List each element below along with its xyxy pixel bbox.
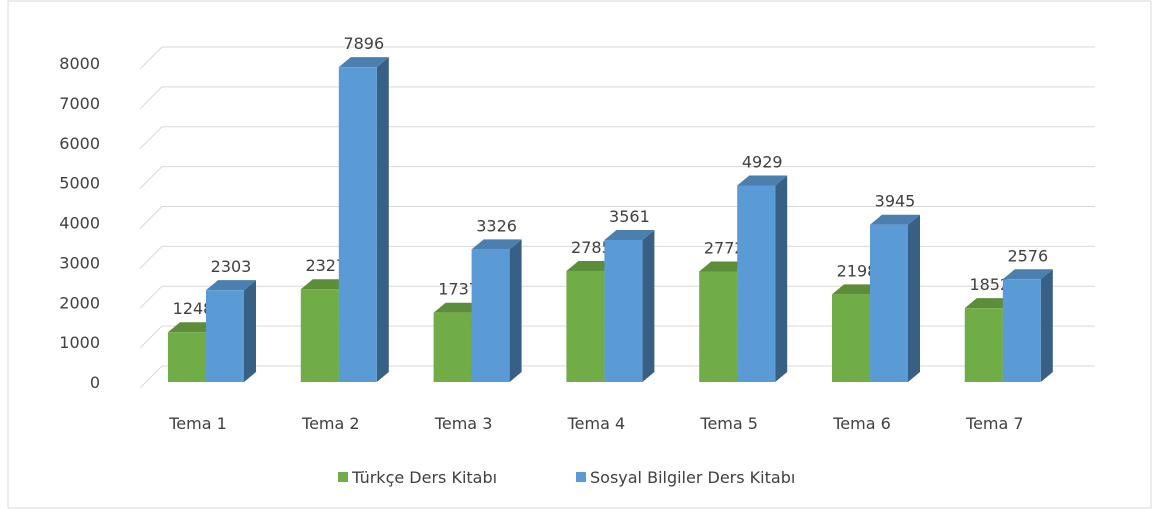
- x-tick-label: Tema 4: [567, 414, 626, 433]
- bar: [300, 289, 339, 382]
- bar-top: [870, 214, 920, 225]
- x-tick-label: Tema 2: [301, 414, 360, 433]
- bar: [870, 224, 908, 382]
- bar: [1002, 279, 1041, 382]
- y-tick-label: 2000: [59, 293, 100, 312]
- bar-top: [433, 302, 484, 313]
- y-tick-label: 3000: [59, 253, 100, 272]
- y-tick-label: 0: [90, 373, 100, 392]
- bar: [338, 67, 377, 382]
- bar: [206, 290, 244, 382]
- bar-side: [1040, 269, 1053, 382]
- bar-top: [471, 239, 522, 250]
- x-tick-label: Tema 6: [832, 414, 891, 433]
- bar-top: [566, 260, 617, 271]
- data-label: 4929: [742, 152, 783, 171]
- bar-top: [604, 230, 655, 241]
- grid-line: [139, 126, 1095, 150]
- bar-top: [1002, 269, 1053, 280]
- bar-side: [642, 230, 655, 382]
- bar-top: [699, 261, 750, 272]
- y-tick-label: 4000: [59, 214, 100, 233]
- data-label: 3561: [609, 207, 650, 226]
- bar: [566, 270, 605, 382]
- bar: [433, 312, 472, 382]
- data-label: 2772: [704, 238, 745, 257]
- data-label: 2303: [211, 257, 252, 276]
- legend-swatch: [576, 472, 586, 482]
- data-label: 1852: [969, 275, 1010, 294]
- bar-top: [168, 322, 218, 333]
- data-label: 1248: [173, 299, 214, 318]
- bar-side: [244, 280, 256, 382]
- bar: [471, 249, 510, 382]
- data-label: 2576: [1007, 246, 1048, 265]
- bar: [604, 240, 643, 382]
- y-tick-label: 7000: [59, 94, 100, 113]
- x-tick-label: Tema 5: [699, 414, 758, 433]
- bar-top: [737, 175, 788, 186]
- x-tick-label: Tema 7: [965, 414, 1024, 433]
- data-label: 2327: [305, 256, 346, 275]
- bar: [964, 308, 1003, 382]
- x-tick-label: Tema 1: [168, 414, 227, 433]
- bar-top: [832, 284, 882, 295]
- bar: [699, 271, 738, 382]
- grid-line: [139, 46, 1095, 70]
- legend-label: Türkçe Ders Kitabı: [351, 468, 497, 487]
- bar-top: [338, 57, 389, 68]
- bar-side: [775, 175, 788, 382]
- grid-line: [139, 86, 1095, 110]
- legend-label: Sosyal Bilgiler Ders Kitabı: [590, 468, 795, 487]
- chart-border: [7, 0, 1152, 509]
- grid-line: [139, 166, 1095, 189]
- legend-swatch: [338, 472, 348, 482]
- bar-side: [908, 214, 920, 382]
- y-tick-label: 6000: [59, 134, 100, 153]
- bar-side: [509, 239, 522, 382]
- bar-top: [300, 279, 351, 290]
- data-label: 1737: [438, 280, 479, 299]
- y-tick-label: 8000: [59, 54, 100, 73]
- data-label: 3945: [875, 192, 916, 211]
- x-tick-label: Tema 3: [434, 414, 493, 433]
- bar-top: [206, 280, 256, 291]
- data-label: 2198: [837, 261, 878, 280]
- y-tick-label: 1000: [59, 333, 100, 352]
- bar: [168, 332, 206, 382]
- bar-top: [964, 298, 1015, 309]
- bar-side: [376, 57, 389, 382]
- data-label: 2785: [571, 238, 612, 257]
- y-tick-label: 5000: [59, 174, 100, 193]
- data-label: 7896: [343, 34, 384, 53]
- bar: [832, 294, 870, 382]
- data-label: 3326: [476, 216, 517, 235]
- bar: [737, 185, 776, 382]
